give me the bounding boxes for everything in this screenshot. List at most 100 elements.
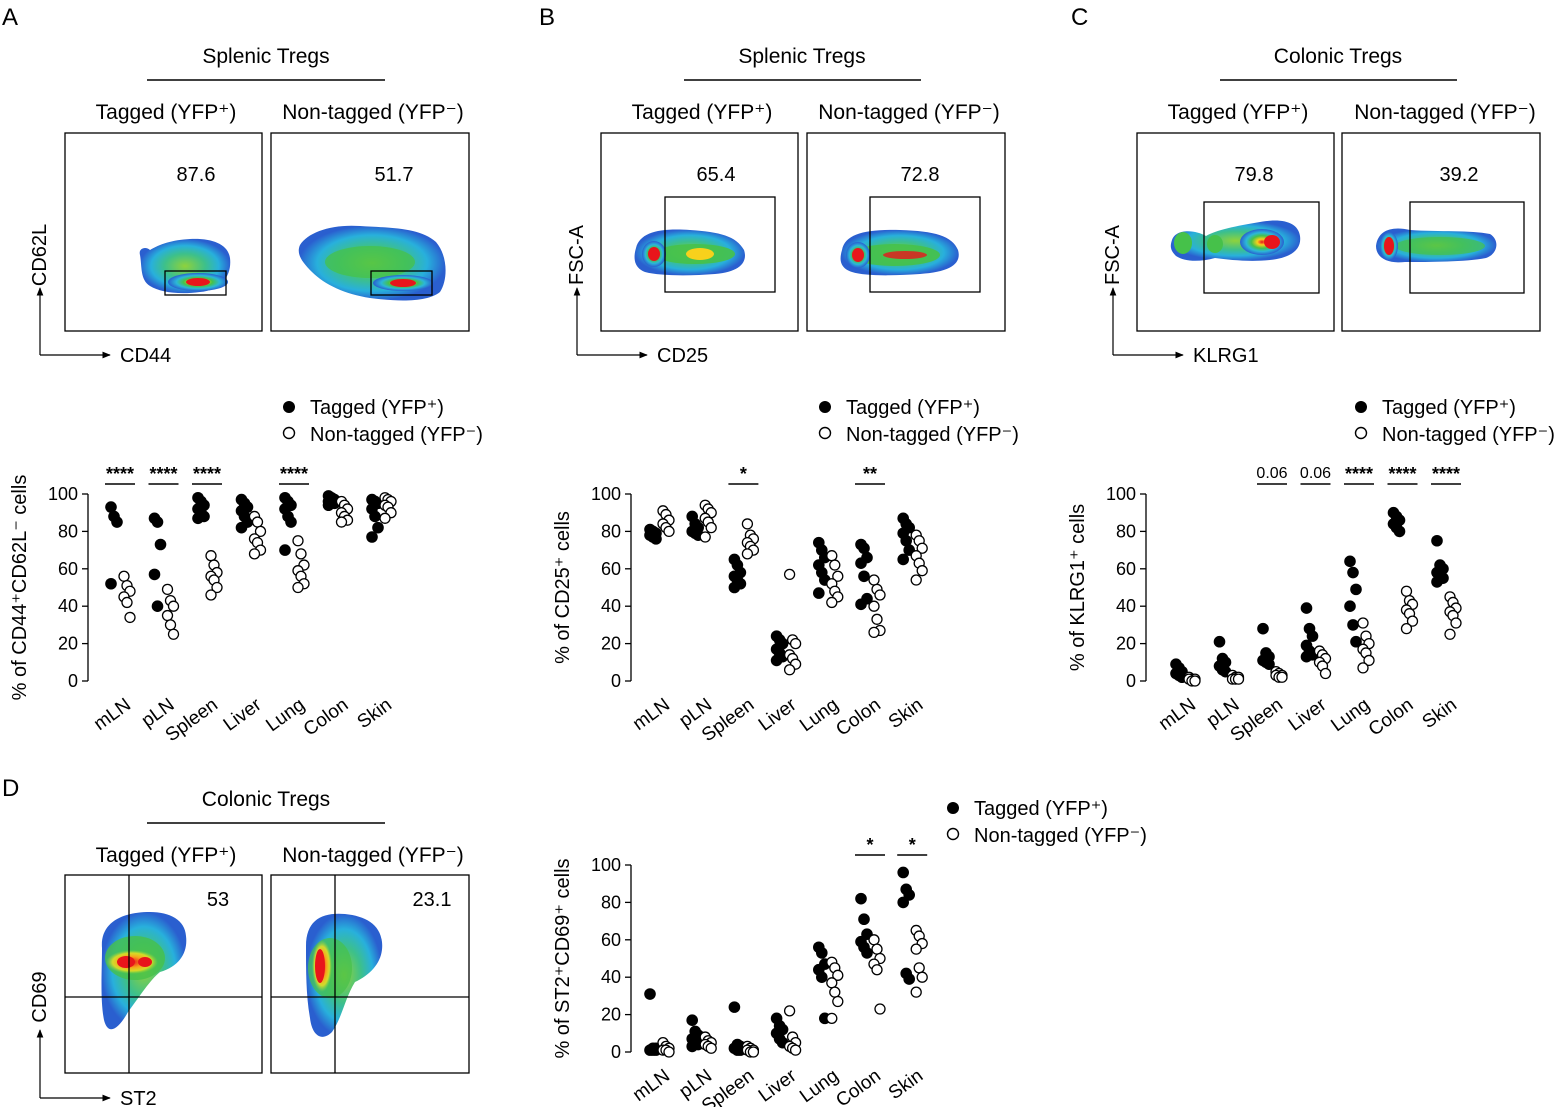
chart-c-point-nontagged — [1189, 675, 1201, 687]
panel-a-density-left — [139, 238, 231, 294]
chart-c-ylabel: % of KLRG1⁺ cells — [1067, 504, 1089, 671]
panel-d-y-label: CD69 — [29, 971, 51, 1022]
chart-b-point-tagged — [858, 570, 870, 583]
chart-d-ytick-label: 100 — [591, 855, 621, 875]
chart-a-point-nontagged — [254, 525, 267, 538]
chart-a-point-tagged — [148, 568, 161, 581]
chart-d-sig-label: * — [909, 835, 916, 855]
chart-d-point-tagged — [861, 947, 873, 959]
chart-b-ytick-label: 0 — [611, 671, 621, 691]
chart-c-point-tagged — [1300, 602, 1313, 614]
panel-d-plot-right — [270, 874, 470, 1074]
chart-b-point-tagged — [855, 557, 867, 569]
chart-d-point-nontagged — [916, 971, 928, 983]
panel-c-gate-right — [1409, 201, 1525, 294]
chart-c-ytick-label: 100 — [1106, 484, 1136, 504]
panel-c-y-label: FSC-A — [1102, 224, 1124, 285]
panel-d-cond-right: Non-tagged (YFP⁻) — [282, 844, 464, 867]
chart-b-point-nontagged — [868, 600, 880, 612]
legend-d: Tagged (YFP⁺) Non-tagged (YFP⁻) — [946, 798, 1147, 847]
chart-a-ytick-label: 80 — [58, 521, 78, 541]
chart-b-point-tagged — [813, 587, 825, 599]
chart-b-ylabel: % of CD25⁺ cells — [552, 511, 574, 664]
legend-d-tagged: Tagged (YFP⁺) — [974, 798, 1108, 820]
chart-a-sig-label: **** — [280, 464, 308, 484]
legend-c-tagged: Tagged (YFP⁺) — [1382, 397, 1516, 419]
chart-d-point-nontagged — [783, 1005, 796, 1017]
chart-d-ytick-label: 40 — [601, 967, 621, 987]
legend-b-tagged: Tagged (YFP⁺) — [846, 397, 980, 419]
chart-a-point-nontagged — [205, 589, 217, 601]
chart-b-point-tagged — [728, 581, 741, 594]
chart-c-point-tagged — [1257, 622, 1269, 635]
chart-d-point-nontagged — [913, 962, 925, 974]
chart-d-point-tagged — [686, 1040, 698, 1053]
chart-c-ytick-label: 0 — [1126, 671, 1136, 691]
chart-a-point-nontagged — [295, 548, 307, 560]
chart-a-point-tagged — [151, 600, 164, 612]
panel-d-density-left — [101, 912, 187, 1030]
panel-b-plot-left — [600, 132, 799, 332]
chart-d-point-tagged — [897, 866, 909, 879]
panel-c-plot-right — [1341, 132, 1541, 332]
panel-b-y-label: FSC-A — [566, 224, 588, 285]
chart-b-point-nontagged — [699, 531, 711, 543]
chart-b-point-nontagged — [826, 550, 838, 562]
panel-d-cond-left: Tagged (YFP⁺) — [96, 844, 237, 867]
panel-a-title: Splenic Tregs — [202, 45, 329, 68]
chart-a-ytick-label: 40 — [58, 596, 78, 616]
chart-c-point-tagged — [1347, 619, 1359, 631]
chart-a-ytick-label: 0 — [68, 671, 78, 691]
chart-a-ytick-label: 20 — [58, 634, 78, 654]
legend-d-nontagged: Non-tagged (YFP⁻) — [974, 825, 1147, 847]
chart-a-sig-label: **** — [106, 464, 134, 484]
chart-a-ytick-label: 60 — [58, 559, 78, 579]
chart-c-point-tagged — [1300, 650, 1313, 663]
panel-b-cond-left: Tagged (YFP⁺) — [632, 101, 773, 124]
panel-b-gate-left — [664, 196, 776, 293]
chart-a-point-tagged — [192, 512, 204, 525]
chart-c-point-tagged — [1431, 576, 1443, 588]
panel-a-pct-left: 87.6 — [177, 164, 216, 186]
panel-b-flow: B Splenic Tregs Tagged (YFP⁺) Non-tagged… — [539, 4, 1006, 367]
panel-a-cond-right: Non-tagged (YFP⁻) — [282, 101, 464, 124]
chart-b-point-nontagged — [916, 542, 928, 554]
chart-b-point-nontagged — [871, 613, 883, 625]
chart-a-point-nontagged — [161, 583, 174, 596]
chart-a-ylabel: % of CD44⁺CD62L⁻ cells — [9, 475, 31, 701]
chart-a-point-nontagged — [118, 570, 130, 582]
chart-b-category-label: Liver — [755, 694, 801, 736]
chart-d-point-tagged — [903, 973, 915, 985]
chart-d-ytick-label: 20 — [601, 1005, 621, 1025]
chart-b-sig-label: * — [740, 464, 747, 484]
chart-a-point-tagged — [366, 531, 378, 543]
legend-a-nontagged-marker — [282, 426, 296, 440]
chart-d-point-nontagged — [826, 1012, 838, 1024]
chart-d-ylabel: % of ST2⁺CD69⁺ cells — [552, 858, 574, 1058]
chart-d-point-tagged — [897, 896, 909, 909]
chart-b-category-label: Skin — [885, 694, 927, 733]
chart-a-point-tagged — [154, 538, 167, 551]
legend-b-nontagged: Non-tagged (YFP⁻) — [846, 424, 1019, 446]
chart-d-point-tagged — [686, 1014, 698, 1027]
chart-b-point-nontagged — [874, 589, 886, 601]
panel-c-density-left — [1170, 220, 1301, 261]
panel-c-pct-left: 79.8 — [1235, 164, 1274, 186]
chart-d-point-nontagged — [871, 964, 883, 976]
panel-a-plot-left — [64, 132, 263, 332]
panel-b-letter: B — [539, 4, 555, 31]
panel-c-flow: C Colonic Tregs Tagged (YFP⁺) Non-tagged… — [1071, 4, 1541, 367]
chart-c-point-nontagged — [1363, 654, 1375, 667]
chart-b-category-label: mLN — [629, 694, 674, 735]
panel-a-y-label: CD62L — [29, 224, 51, 286]
legend-c-tagged-marker — [1355, 401, 1367, 413]
panel-a-letter: A — [2, 4, 18, 31]
chart-d-ytick-label: 0 — [611, 1042, 621, 1062]
chart-b-point-nontagged — [910, 574, 922, 586]
chart-a-point-nontagged — [248, 548, 261, 560]
chart-d-point-tagged — [816, 971, 828, 983]
chart-c-point-tagged — [1350, 635, 1362, 648]
chart-d-point-nontagged — [910, 986, 922, 998]
chart-c-point-tagged — [1350, 583, 1362, 596]
